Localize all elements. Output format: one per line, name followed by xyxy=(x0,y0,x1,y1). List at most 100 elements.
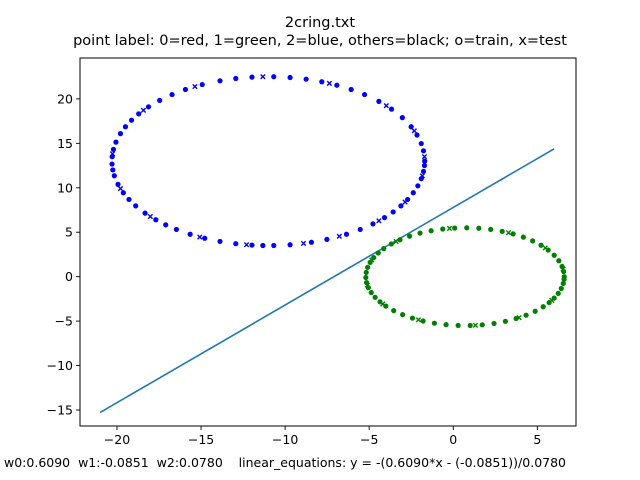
test-point-stroke xyxy=(109,151,116,157)
train-point-label-2 xyxy=(145,104,152,110)
train-point-label-2 xyxy=(126,196,132,203)
train-point-label-1 xyxy=(391,308,397,314)
test-point-label-2 xyxy=(419,173,425,179)
train-point-label-1 xyxy=(388,241,394,247)
train-point-label-2 xyxy=(324,236,330,243)
test-point-stroke xyxy=(336,233,342,240)
test-point-label-1 xyxy=(505,230,512,236)
test-point-stroke xyxy=(421,153,428,160)
train-point-label-2 xyxy=(182,86,189,93)
train-point-label-2 xyxy=(153,217,159,223)
train-point-label-2 xyxy=(111,173,117,179)
y-tick-label: −15 xyxy=(47,403,73,418)
test-point-label-2 xyxy=(260,74,266,80)
x-tick-label: −5 xyxy=(360,432,378,447)
train-point-label-1 xyxy=(365,264,371,270)
train-point-label-2 xyxy=(120,190,126,196)
test-point-stroke xyxy=(197,234,203,240)
test-point-stroke xyxy=(383,103,390,109)
train-point-label-2 xyxy=(361,91,368,98)
train-point-label-2 xyxy=(122,124,129,130)
train-point-label-2 xyxy=(418,140,424,147)
test-point-stroke xyxy=(380,301,386,307)
train-point-label-2 xyxy=(260,242,266,249)
train-point-label-1 xyxy=(428,228,434,234)
train-point-label-2 xyxy=(136,111,142,117)
y-tick-label: 20 xyxy=(57,91,73,106)
train-point-label-1 xyxy=(530,238,536,244)
train-point-label-2 xyxy=(169,91,175,98)
train-point-label-1 xyxy=(502,318,508,324)
x-tick-label: −15 xyxy=(188,432,214,447)
train-point-label-2 xyxy=(157,97,163,103)
test-point-label-1 xyxy=(369,257,375,263)
test-point-stroke xyxy=(549,297,555,304)
train-point-label-1 xyxy=(452,225,458,231)
train-point-label-1 xyxy=(375,250,381,256)
test-point-label-2 xyxy=(243,242,250,248)
decision-line xyxy=(99,148,555,414)
train-point-label-1 xyxy=(381,246,387,252)
test-point-stroke xyxy=(243,242,250,248)
test-point-label-1 xyxy=(364,282,371,288)
axes: −20 −15 −10 −5 0 5 −15 −10 −5 0 5 10 15 20 xyxy=(47,57,577,447)
train-point-label-2 xyxy=(115,181,121,187)
test-point-label-2 xyxy=(336,233,342,240)
train-point-label-1 xyxy=(372,294,378,300)
train-point-label-2 xyxy=(415,183,421,189)
train-point-label-2 xyxy=(133,203,139,209)
train-point-label-2 xyxy=(110,146,117,152)
train-point-label-1 xyxy=(409,315,416,321)
train-point-label-2 xyxy=(249,242,255,248)
x-tick-label: 5 xyxy=(533,432,541,447)
train-point-label-2 xyxy=(319,79,325,85)
x-tick-label: −20 xyxy=(104,432,130,447)
test-point-stroke xyxy=(415,317,422,323)
train-point-label-2 xyxy=(271,74,277,80)
chart-footer-equation: w0:0.6090 w1:-0.0851 w2:0.0780 linear_eq… xyxy=(4,455,567,470)
train-point-label-2 xyxy=(287,242,293,248)
test-point-stroke xyxy=(117,185,124,192)
train-point-label-1 xyxy=(400,312,406,318)
train-point-label-2 xyxy=(420,168,427,175)
train-point-label-1 xyxy=(368,289,374,296)
train-point-label-2 xyxy=(308,239,315,245)
train-point-label-2 xyxy=(388,106,395,112)
test-point-label-2 xyxy=(300,240,307,247)
train-point-label-1 xyxy=(431,320,437,326)
test-point-label-2 xyxy=(117,185,124,192)
train-point-label-1 xyxy=(420,318,426,324)
train-point-label-2 xyxy=(128,117,135,123)
test-point-stroke xyxy=(369,257,375,263)
train-point-label-2 xyxy=(390,209,396,215)
test-point-stroke xyxy=(516,314,522,321)
test-point-label-2 xyxy=(376,218,382,224)
test-point-stroke xyxy=(147,213,153,220)
train-point-label-1 xyxy=(476,225,482,231)
train-point-label-2 xyxy=(399,115,405,121)
test-point-stroke xyxy=(446,225,453,232)
train-point-label-2 xyxy=(398,203,404,209)
train-point-label-2 xyxy=(287,74,293,81)
test-point-stroke xyxy=(140,107,147,113)
train-point-label-2 xyxy=(199,81,205,88)
test-point-stroke xyxy=(542,245,548,251)
test-point-label-1 xyxy=(560,266,566,272)
test-point-label-1 xyxy=(542,245,548,251)
chart-subtitle: point label: 0=red, 1=green, 2=blue, oth… xyxy=(73,33,567,49)
train-point-label-2 xyxy=(163,222,169,228)
test-point-label-2 xyxy=(140,107,147,113)
train-point-label-1 xyxy=(406,233,413,239)
train-point-label-2 xyxy=(217,78,223,84)
train-point-label-1 xyxy=(455,322,461,329)
test-point-stroke xyxy=(326,80,333,87)
test-point-stroke xyxy=(260,74,266,80)
train-point-label-2 xyxy=(217,238,223,245)
test-point-stroke xyxy=(411,128,417,134)
x-tick-label: 0 xyxy=(449,432,457,447)
train-point-label-2 xyxy=(117,131,124,137)
train-point-label-2 xyxy=(233,241,239,247)
train-point-label-1 xyxy=(555,290,561,296)
train-point-label-2 xyxy=(334,82,340,88)
y-tick-label: 10 xyxy=(57,180,73,195)
